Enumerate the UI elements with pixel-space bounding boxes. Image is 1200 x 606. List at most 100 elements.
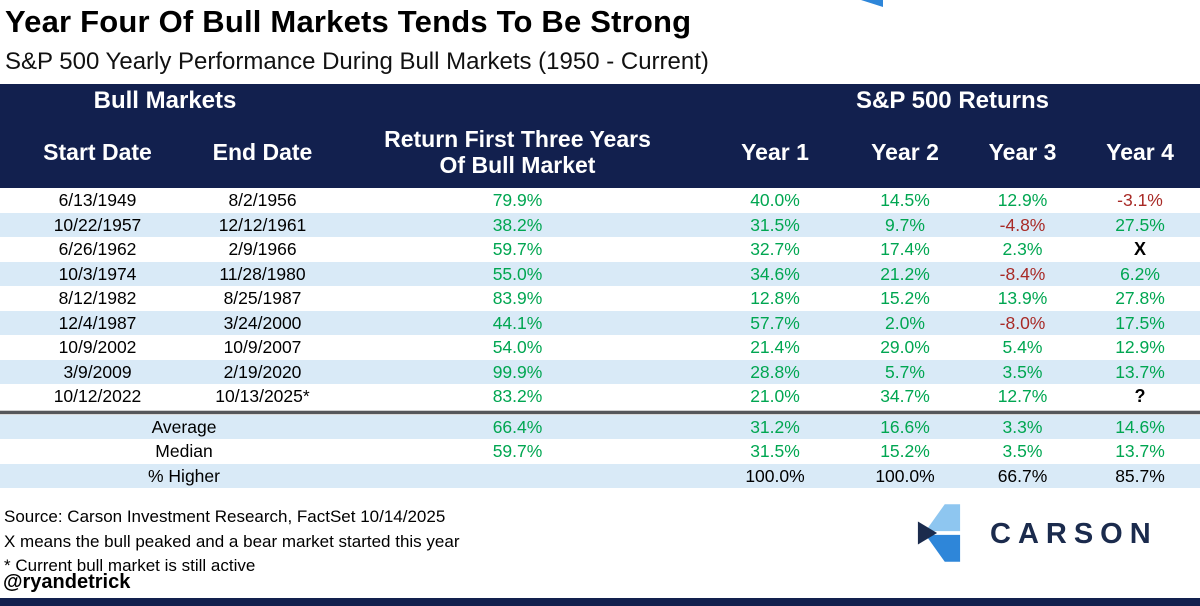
table-row: 3/9/2009 2/19/2020 99.9% 28.8% 5.7% 3.5% 13.7% [0,359,1200,384]
cell-end-date: 2/19/2020 [195,359,330,384]
cell-year3: 66.7% [965,463,1080,488]
col-header-end-date: End Date [195,118,330,188]
cell-year3: 12.9% [997,190,1048,210]
cell-return-3y: 59.7% [492,441,543,461]
cell-return-3y: 55.0% [330,261,705,286]
cell-start-date: 12/4/1987 [0,310,195,335]
summary-label: Average [0,414,330,439]
cell-return-3y: 38.2% [330,212,705,237]
table-body: 6/13/1949 8/2/1956 79.9% 40.0% 14.5% 12.9% -3.… [0,188,1200,488]
cell-year2: 34.7% [880,386,930,406]
cell-return-3y: 59.7% [492,239,543,259]
cell-year1: 31.5% [750,441,800,461]
cell-end-date: 8/25/1987 [223,288,302,308]
col-header-year1: Year 1 [705,118,845,188]
bottom-navy-bar [0,598,1200,606]
footnote-source: Source: Carson Investment Research, Fact… [4,507,446,526]
table-row: 10/12/2022 10/13/2025* 83.2% 21.0% 34.7% 12.7… [0,384,1200,409]
cell-start-date: 10/3/1974 [0,261,195,286]
group-header-row: Bull Markets S&P 500 Returns [0,84,1200,118]
cell-return-3y: 79.9% [492,190,543,210]
col-header-return-3y: Return First Three Years Of Bull Market [330,118,705,188]
twitter-handle: @ryandetrick [3,571,131,593]
table-row: 10/9/2002 10/9/2007 54.0% 21.4% 29.0% 5.4% 12.… [0,335,1200,360]
cell-year3: 3.5% [1002,441,1043,461]
cell-year3: 12.7% [997,386,1048,406]
footnote-asterisk: * Current bull market is still active [4,556,256,575]
carson-logo: CARSON [916,502,1158,564]
cell-year4: X [1134,239,1147,259]
summary-label: % Higher [0,463,330,488]
cell-return-3y: 83.2% [492,386,543,406]
performance-table: Bull Markets S&P 500 Returns Start Date … [0,84,1200,488]
cell-year4: 85.7% [1080,463,1200,488]
summary-label: Median [155,441,213,461]
col-header-year3: Year 3 [965,118,1080,188]
cell-end-date: 8/2/1956 [228,190,297,210]
cell-year4: ? [1134,386,1146,406]
cell-year2: 2.0% [845,310,965,335]
cell-start-date: 10/9/2002 [58,337,137,357]
footnotes: Source: Carson Investment Research, Fact… [4,505,459,579]
col-header-year2: Year 2 [845,118,965,188]
cell-year2: 29.0% [880,337,930,357]
cell-start-date: 6/26/1962 [58,239,137,259]
summary-separator [0,408,1200,415]
cell-year3: 3.3% [965,414,1080,439]
cell-year4: 17.5% [1080,310,1200,335]
carson-logo-text: CARSON [990,517,1158,550]
cell-year2: 16.6% [845,414,965,439]
cropped-logo-sliver-icon [861,0,883,7]
summary-row: Median 59.7% 31.5% 15.2% 3.5% 13.7% [0,439,1200,464]
cell-year1: 40.0% [750,190,800,210]
column-header-row: Start Date End Date Return First Three Y… [0,118,1200,188]
table-row: 6/26/1962 2/9/1966 59.7% 32.7% 17.4% 2.3% X [0,237,1200,262]
cell-year1: 34.6% [705,261,845,286]
cell-start-date: 3/9/2009 [0,359,195,384]
cell-return-3y: 54.0% [492,337,543,357]
col-header-year4: Year 4 [1080,118,1200,188]
carson-logo-mark-icon [917,504,961,562]
summary-row: % Higher 100.0% 100.0% 66.7% 85.7% [0,463,1200,488]
cell-year2: 17.4% [880,239,930,259]
cell-year2: 14.5% [880,190,930,210]
cell-year2: 15.2% [880,288,930,308]
cell-end-date: 12/12/1961 [195,212,330,237]
group-header-bull-markets: Bull Markets [0,84,330,118]
cell-year3: -4.8% [965,212,1080,237]
cell-year2: 15.2% [880,441,930,461]
cell-year1: 100.0% [705,463,845,488]
cell-year4: 14.6% [1080,414,1200,439]
cell-start-date: 8/12/1982 [58,288,137,308]
table-row: 10/22/1957 12/12/1961 38.2% 31.5% 9.7% -4.8% 2… [0,212,1200,237]
cell-year2: 5.7% [845,359,965,384]
col-header-start-date: Start Date [0,118,195,188]
cell-return-3y: 83.9% [492,288,543,308]
table-row: 10/3/1974 11/28/1980 55.0% 34.6% 21.2% -8.4% 6… [0,261,1200,286]
cell-year2: 9.7% [845,212,965,237]
cell-year3: 2.3% [1002,239,1043,259]
footnote-x-meaning: X means the bull peaked and a bear marke… [4,531,460,551]
cell-year1: 32.7% [750,239,800,259]
cell-return-3y [330,463,705,488]
cell-year1: 21.4% [750,337,800,357]
table-row: 12/4/1987 3/24/2000 44.1% 57.7% 2.0% -8.0% 17.… [0,310,1200,335]
cell-return-3y: 99.9% [330,359,705,384]
group-header-sp500-returns: S&P 500 Returns [705,84,1200,118]
cell-return-3y: 44.1% [330,310,705,335]
page-title: Year Four Of Bull Markets Tends To Be St… [5,4,692,39]
cell-start-date: 10/12/2022 [53,386,142,406]
table-row: 8/12/1982 8/25/1987 83.9% 12.8% 15.2% 13.9% 27… [0,286,1200,311]
cell-year3: 5.4% [1002,337,1043,357]
cell-year1: 57.7% [705,310,845,335]
cell-year2: 21.2% [845,261,965,286]
cell-year4: 13.7% [1115,441,1165,461]
page-subtitle: S&P 500 Yearly Performance During Bull M… [5,48,709,75]
table-row: 6/13/1949 8/2/1956 79.9% 40.0% 14.5% 12.9% -3.… [0,188,1200,213]
cell-year4: -3.1% [1117,190,1163,210]
cell-year4: 12.9% [1115,337,1165,357]
cell-year1: 21.0% [750,386,800,406]
cell-year3: 3.5% [965,359,1080,384]
cell-year1: 31.2% [705,414,845,439]
